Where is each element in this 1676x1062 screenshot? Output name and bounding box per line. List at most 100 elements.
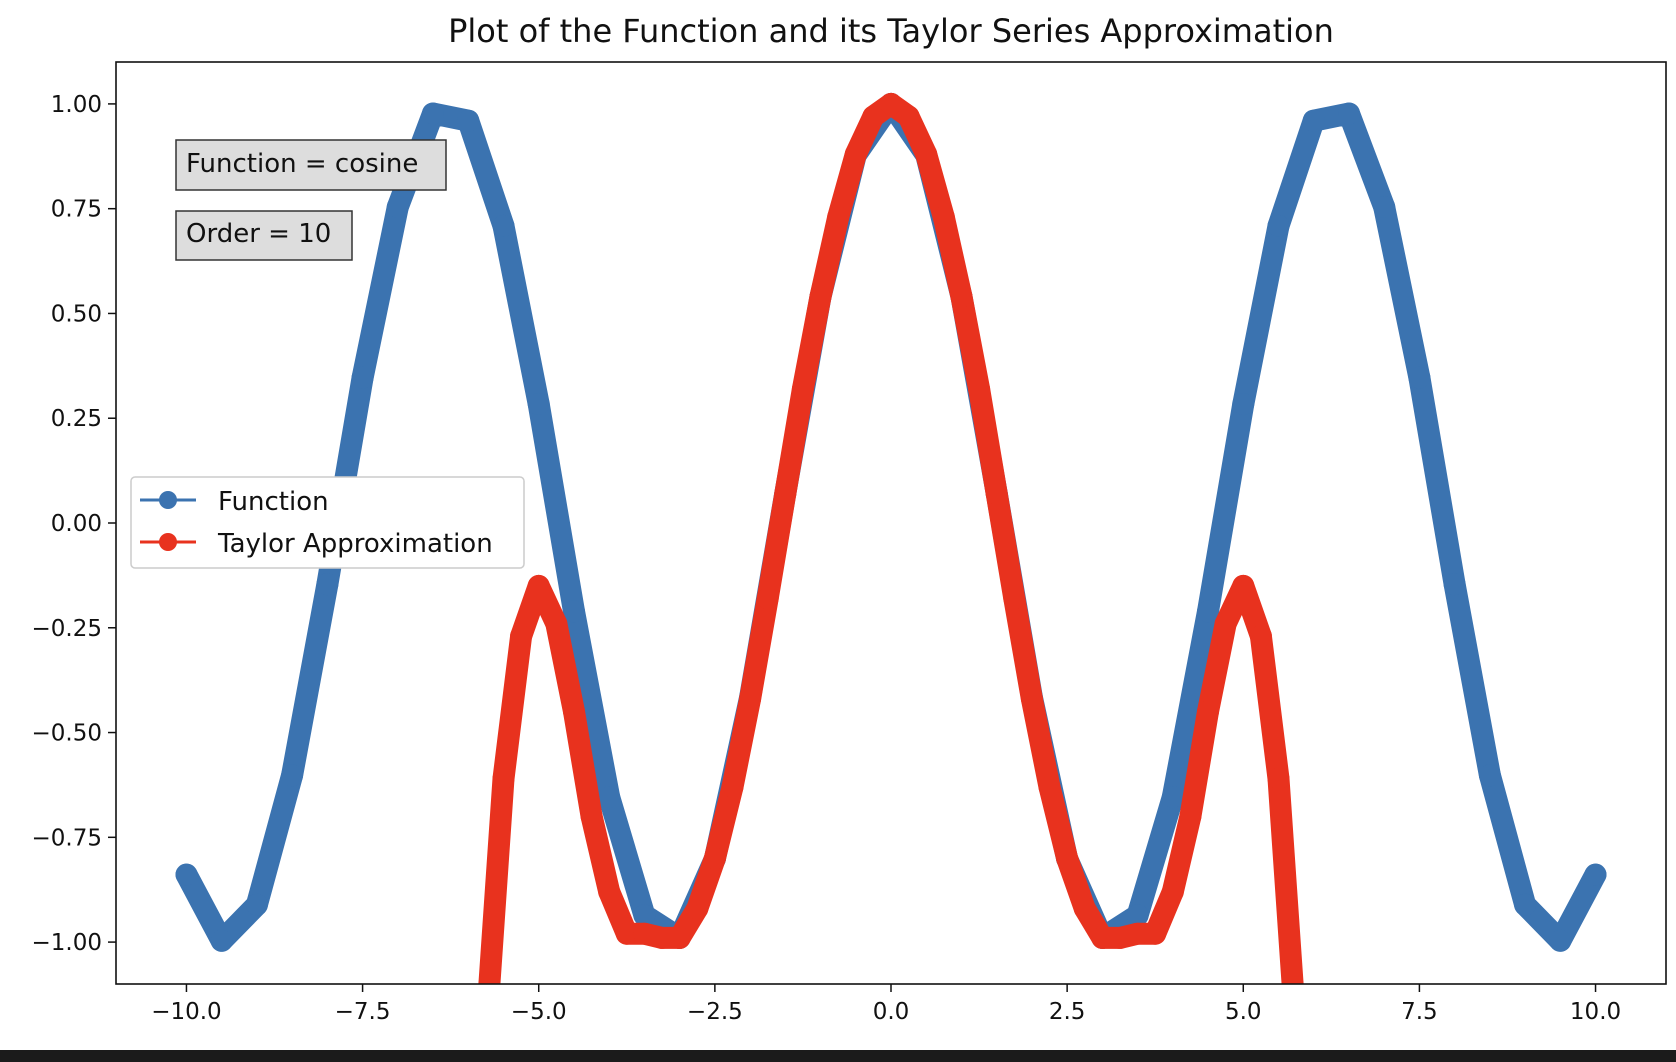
- data-point-taylor-approximation: [703, 847, 726, 870]
- data-point-taylor-approximation: [686, 897, 709, 920]
- data-point-function: [1338, 102, 1360, 125]
- x-axis: −10.0 −7.5 −5.0 −2.5 0.0 2.5 5.0 7.5 10.0: [151, 984, 1621, 1025]
- data-point-taylor-approximation: [932, 206, 955, 229]
- data-point-function: [422, 102, 444, 125]
- data-point-function: [1302, 109, 1325, 132]
- legend-frame: [130, 476, 525, 569]
- data-point-taylor-approximation: [827, 206, 850, 229]
- data-point-function: [1584, 863, 1607, 886]
- y-tick-label: −0.25: [32, 616, 102, 642]
- data-point-function: [351, 366, 374, 389]
- data-point-function: [1373, 196, 1396, 218]
- data-point-taylor-approximation: [615, 922, 638, 945]
- data-point-taylor-approximation: [1179, 805, 1202, 828]
- data-point-taylor-approximation: [1056, 847, 1079, 870]
- x-tick-label: 10.0: [1570, 999, 1621, 1025]
- y-tick-label: 0.25: [51, 406, 102, 432]
- data-point-function: [457, 109, 480, 132]
- data-point-function: [492, 214, 515, 237]
- data-point-taylor-approximation: [774, 482, 797, 505]
- legend-entry-function: Function: [218, 487, 329, 517]
- data-point-taylor-approximation: [862, 105, 885, 128]
- data-point-function: [1443, 573, 1466, 596]
- data-point-function: [563, 600, 585, 623]
- data-point-taylor-approximation: [791, 377, 814, 400]
- data-point-taylor-approximation: [1144, 922, 1167, 945]
- data-point-taylor-approximation: [633, 922, 656, 945]
- data-point-taylor-approximation: [968, 377, 991, 400]
- data-point-function: [1161, 786, 1184, 809]
- annotation-order-box: Order = 10: [175, 210, 353, 261]
- data-point-function: [281, 764, 304, 787]
- data-point-function: [1408, 366, 1431, 389]
- data-point-taylor-approximation: [1197, 700, 1219, 723]
- data-point-taylor-approximation: [756, 587, 779, 610]
- data-point-taylor-approximation: [668, 926, 691, 949]
- data-point-taylor-approximation: [721, 776, 744, 798]
- data-point-taylor-approximation: [563, 700, 585, 723]
- data-point-function: [598, 786, 621, 809]
- data-point-taylor-approximation: [1214, 612, 1237, 635]
- data-point-function: [245, 893, 268, 916]
- series-layer: [175, 92, 1607, 984]
- data-point-function: [1478, 764, 1501, 787]
- data-point-taylor-approximation: [1038, 776, 1061, 798]
- data-point-function: [1232, 393, 1255, 415]
- data-point-function: [1126, 904, 1149, 927]
- x-tick-label: 2.5: [1049, 999, 1086, 1025]
- data-point-taylor-approximation: [1267, 767, 1290, 790]
- y-tick-label: −0.50: [32, 721, 102, 747]
- data-point-taylor-approximation: [897, 105, 920, 128]
- data-point-taylor-approximation: [1091, 926, 1114, 949]
- y-tick-label: −0.75: [32, 825, 102, 851]
- data-point-taylor-approximation: [950, 285, 973, 308]
- x-tick-label: −2.5: [687, 999, 743, 1025]
- annotation-function-box: Function = cosine: [175, 139, 447, 191]
- data-point-function: [386, 196, 409, 218]
- data-point-function: [1197, 600, 1219, 623]
- data-point-taylor-approximation: [985, 482, 1008, 505]
- data-point-taylor-approximation: [492, 767, 515, 790]
- data-point-taylor-approximation: [598, 880, 621, 903]
- data-point-function: [1514, 893, 1537, 916]
- data-point-taylor-approximation: [1249, 625, 1272, 648]
- x-tick-label: 7.5: [1401, 999, 1438, 1025]
- y-tick-label: 0.75: [51, 197, 102, 223]
- legend-taylor-marker: [159, 533, 177, 551]
- data-point-taylor-approximation: [651, 926, 673, 949]
- x-tick-label: −5.0: [511, 999, 567, 1025]
- y-tick-label: −1.00: [32, 930, 102, 956]
- data-point-taylor-approximation: [510, 625, 533, 648]
- data-point-taylor-approximation: [1020, 688, 1043, 710]
- x-tick-label: −10.0: [151, 999, 221, 1025]
- bottom-bar: [0, 1050, 1676, 1062]
- data-point-taylor-approximation: [1109, 926, 1131, 949]
- data-point-taylor-approximation: [1003, 587, 1026, 610]
- y-axis: 1.00 0.75 0.50 0.25 0.00 −0.25 −0.50 −0.75 −1.00: [32, 92, 116, 956]
- data-point-taylor-approximation: [1161, 880, 1184, 903]
- legend: Function Taylor Approximation: [130, 476, 525, 569]
- data-point-taylor-approximation: [478, 973, 501, 984]
- chart-title: Plot of the Function and its Taylor Seri…: [448, 12, 1334, 50]
- data-point-function: [175, 863, 198, 886]
- data-point-function: [1267, 214, 1290, 237]
- y-tick-label: 0.50: [51, 301, 102, 327]
- data-point-function: [633, 904, 656, 927]
- data-point-taylor-approximation: [1126, 922, 1149, 945]
- x-tick-label: 5.0: [1225, 999, 1262, 1025]
- data-point-function: [316, 573, 339, 596]
- data-point-taylor-approximation: [844, 143, 867, 166]
- data-point-taylor-approximation: [545, 612, 568, 635]
- data-point-taylor-approximation: [915, 143, 938, 166]
- y-tick-label: 1.00: [51, 92, 102, 118]
- x-tick-label: 0.0: [873, 999, 910, 1025]
- data-point-taylor-approximation: [809, 285, 832, 308]
- data-point-taylor-approximation: [1281, 973, 1304, 984]
- data-point-taylor-approximation: [580, 805, 603, 828]
- legend-entry-taylor: Taylor Approximation: [217, 529, 493, 559]
- data-point-taylor-approximation: [527, 574, 550, 597]
- annotation-order-text: Order = 10: [186, 219, 331, 249]
- data-point-function: [210, 929, 233, 952]
